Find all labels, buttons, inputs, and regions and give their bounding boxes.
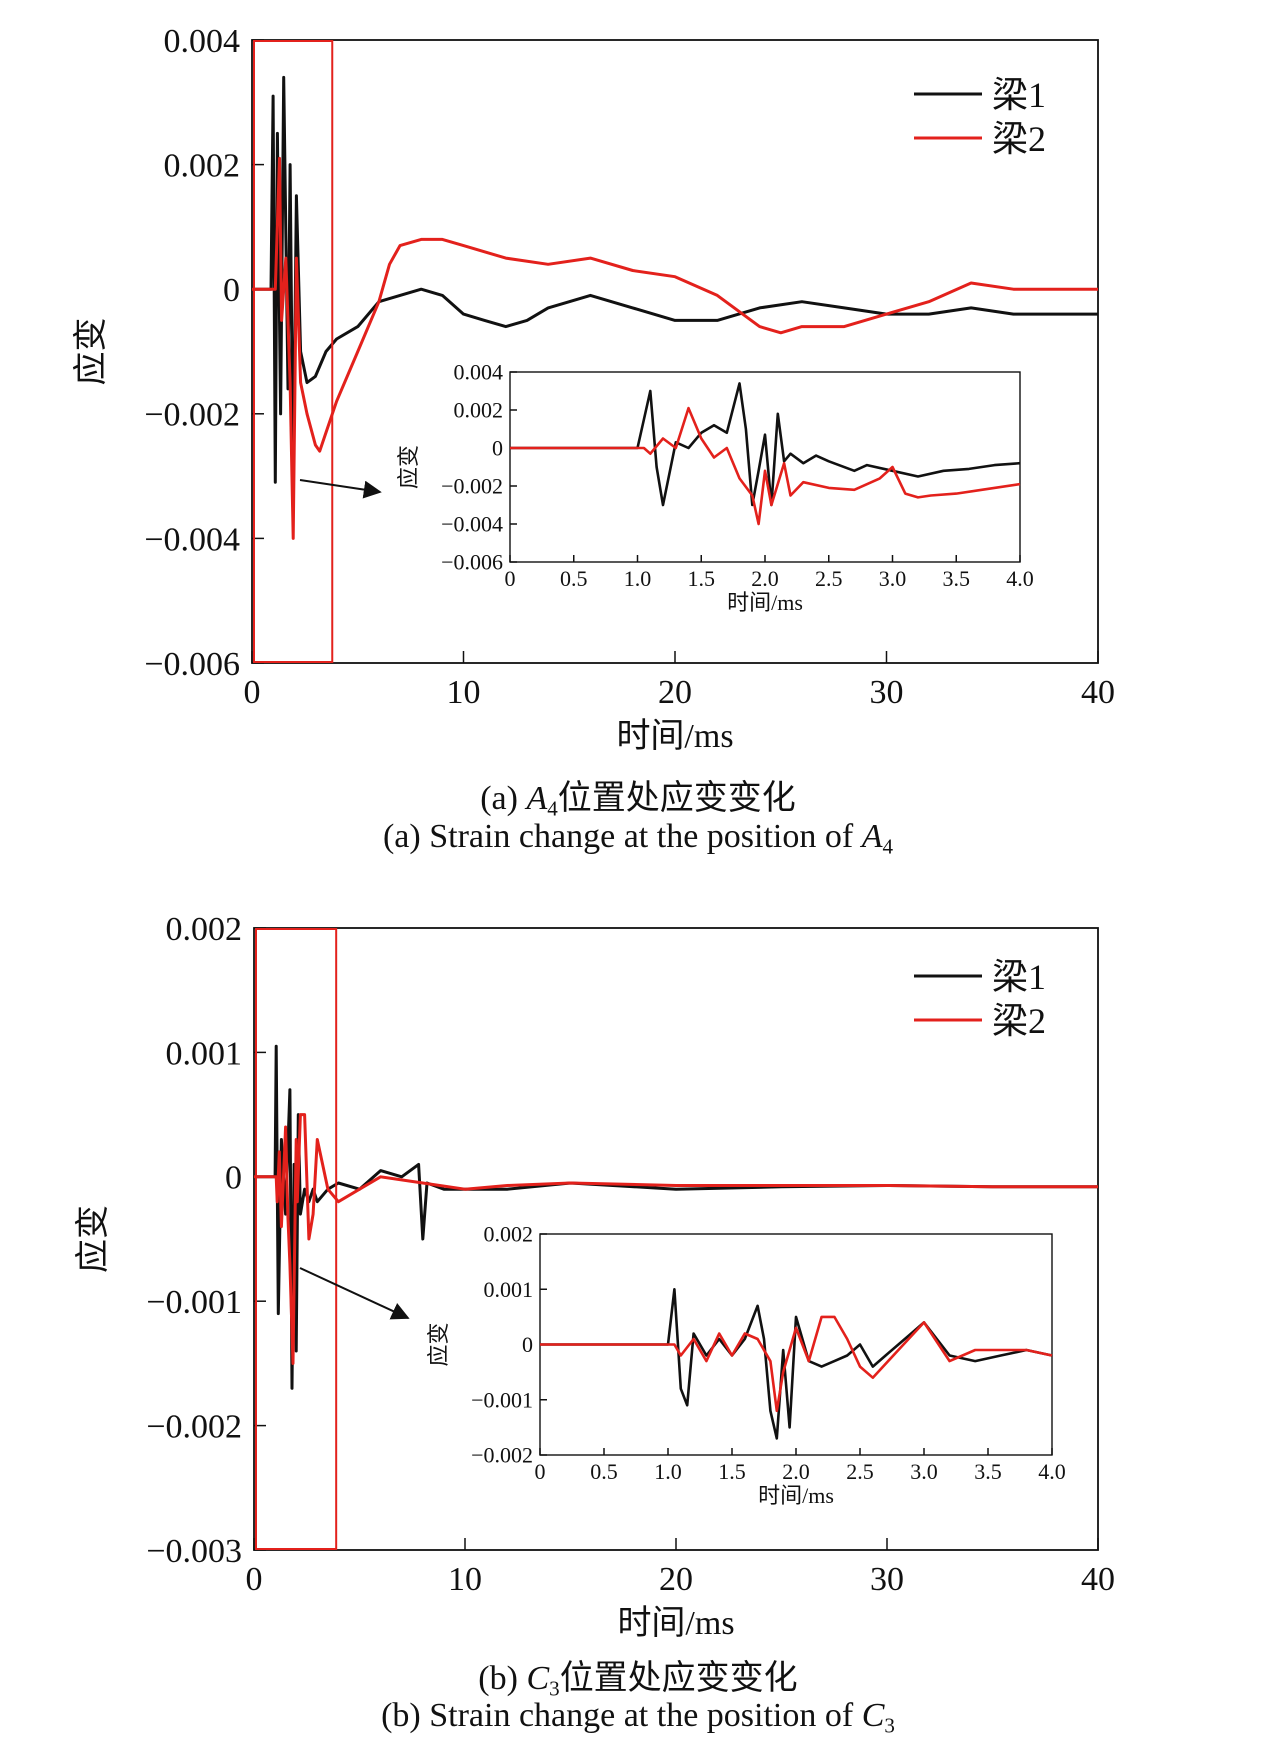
- panel-a-y-tick-label: 0.004: [164, 23, 241, 60]
- panel-a-y-tick-label: −0.002: [144, 397, 240, 434]
- panel-a-series-beam1-line: [252, 75, 1098, 491]
- panel-a-inset-x-tick-label: 1.0: [624, 566, 652, 591]
- panel-b-inset-series-beam2-line: [540, 1315, 1053, 1413]
- panel-a-inset-y-tick-label: 0.004: [454, 360, 504, 385]
- panel-b-inset-x-tick-label: 2.5: [846, 1459, 874, 1484]
- caption-a-cn: (a) A4位置处应变变化: [480, 780, 796, 821]
- panel-a-inset-x-tick-label: 3.0: [879, 566, 907, 591]
- panel-b-inset-x-tick-label: 0.5: [590, 1459, 618, 1484]
- panel-b-legend-label-beam2: 梁2: [992, 1001, 1046, 1041]
- panel-b-inset-x-tick-label: 3.5: [974, 1459, 1002, 1484]
- panel-a-series-beam2-line: [252, 156, 1098, 540]
- panel-a-x-tick-label: 20: [658, 674, 692, 711]
- panel-a-inset-series-beam1-line: [510, 382, 1021, 507]
- panel-b-zoom-arrow: [299, 1267, 410, 1320]
- panel-a-inset-x-axis-title: 时间/ms: [727, 590, 803, 615]
- panel-b-highlight-box: [255, 928, 338, 1550]
- panel-a-inset-x-tick-label: 4.0: [1006, 566, 1034, 591]
- panel-b-inset-x-tick-label: 0: [535, 1459, 546, 1484]
- panel-a-inset-x-tick-label: 2.5: [815, 566, 843, 591]
- panel-b-series-beam2-line: [254, 1113, 1098, 1365]
- panel-a-plot-frame: [251, 39, 1099, 664]
- panel-a-inset-y-tick-label: −0.002: [441, 474, 503, 499]
- panel-a-inset-y-tick-label: −0.006: [441, 550, 503, 575]
- panel-b-y-tick-label: 0.001: [166, 1035, 243, 1072]
- panel-a-inset-y-tick-label: 0.002: [454, 398, 504, 423]
- panel-b-y-tick-label: −0.001: [146, 1284, 242, 1321]
- panel-b-inset-y-tick-label: 0: [522, 1332, 533, 1357]
- panel-a-inset-series-beam2-line: [510, 406, 1021, 526]
- panel-b-inset-x-tick-label: 1.0: [654, 1459, 682, 1484]
- panel-a-y-tick-label: 0.002: [164, 148, 241, 185]
- panel-b-inset-y-tick-label: 0.001: [484, 1277, 534, 1302]
- panel-b-y-axis-title: 应变: [74, 1205, 112, 1273]
- panel-b-x-tick-label: 20: [659, 1561, 693, 1598]
- panel-a-y-tick-label: −0.004: [144, 521, 240, 558]
- panel-b-y-tick-label: 0.002: [166, 911, 243, 948]
- caption-a-en: (a) Strain change at the position of A4: [382, 818, 894, 859]
- panel-b-x-tick-label: 0: [246, 1561, 263, 1598]
- panel-b-inset-x-axis-title: 时间/ms: [758, 1483, 834, 1508]
- panel-a-y-axis-title: 应变: [72, 318, 110, 386]
- panel-b-legend-label-beam1: 梁1: [992, 957, 1046, 997]
- caption-b-en: (b) Strain change at the position of C3: [381, 1697, 895, 1738]
- panel-b-inset-y-tick-label: 0.002: [484, 1222, 534, 1247]
- panel-a-y-tick-label: −0.006: [144, 646, 240, 683]
- panel-a-x-tick-label: 30: [870, 674, 904, 711]
- panel-b-x-tick-label: 40: [1081, 1561, 1115, 1598]
- panel-a-inset-y-axis-title: 应变: [396, 445, 421, 489]
- panel-a-inset-background: [510, 372, 1020, 562]
- panel-b-inset-y-tick-label: −0.001: [471, 1387, 533, 1412]
- panel-b-x-tick-label: 30: [870, 1561, 904, 1598]
- panel-b-y-tick-label: −0.003: [146, 1533, 242, 1570]
- panel-a-inset-y-tick-label: −0.004: [441, 512, 503, 537]
- panel-b-inset-x-tick-label: 4.0: [1038, 1459, 1066, 1484]
- panel-a-legend-label-beam2: 梁2: [992, 119, 1046, 159]
- panel-b-y-tick-label: −0.002: [146, 1409, 242, 1446]
- panel-b-inset-x-tick-label: 2.0: [782, 1459, 810, 1484]
- panel-a-inset-y-tick-label: 0: [492, 436, 503, 461]
- panel-b-inset-x-tick-label: 3.0: [910, 1459, 938, 1484]
- panel-a-inset-x-tick-label: 2.0: [751, 566, 779, 591]
- panel-b-x-axis-title: 时间/ms: [617, 1605, 734, 1642]
- panel-a-x-tick-label: 0: [244, 674, 261, 711]
- panel-a-inset-x-tick-label: 1.5: [688, 566, 716, 591]
- panel-b-x-tick-label: 10: [448, 1561, 482, 1598]
- panel-a-highlight-box: [253, 40, 334, 663]
- panel-a-inset-x-tick-label: 0.5: [560, 566, 588, 591]
- panel-a-legend-label-beam1: 梁1: [992, 75, 1046, 115]
- panel-a-inset-x-tick-label: 3.5: [943, 566, 971, 591]
- panel-b-y-tick-label: 0: [225, 1160, 242, 1197]
- panel-a-x-axis-title: 时间/ms: [616, 718, 733, 755]
- panel-a-x-tick-label: 10: [447, 674, 481, 711]
- panel-a-zoom-arrow: [299, 479, 382, 499]
- panel-a-x-tick-label: 40: [1081, 674, 1115, 711]
- panel-b-inset-y-axis-title: 应变: [426, 1322, 451, 1366]
- panel-b-inset-y-tick-label: −0.002: [471, 1443, 533, 1468]
- panel-b-inset-x-tick-label: 1.5: [718, 1459, 746, 1484]
- caption-b-cn: (b) C3位置处应变变化: [478, 1660, 798, 1701]
- panel-a-y-tick-label: 0: [223, 272, 240, 309]
- panel-a-inset-x-tick-label: 0: [505, 566, 516, 591]
